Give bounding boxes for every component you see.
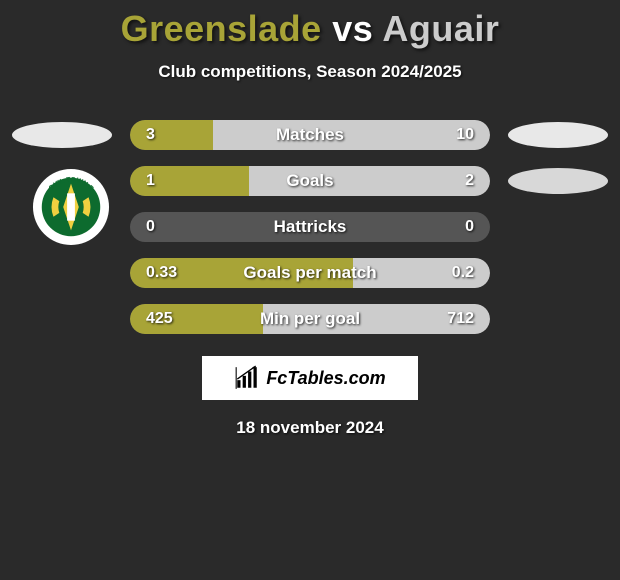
bar-chart-icon <box>234 365 260 391</box>
subtitle: Club competitions, Season 2024/2025 <box>0 62 620 82</box>
brand-text: FcTables.com <box>266 368 385 389</box>
player1-club-logo: OVIL TOWN F <box>32 168 110 246</box>
player2-badge-ellipse <box>508 122 608 148</box>
stat-label: Matches <box>130 120 490 150</box>
stat-value-right: 10 <box>456 120 474 150</box>
stat-label: Goals per match <box>130 258 490 288</box>
title-vs: vs <box>332 8 373 49</box>
player1-badge-ellipse <box>12 122 112 148</box>
stat-label: Min per goal <box>130 304 490 334</box>
stat-value-right: 0 <box>465 212 474 242</box>
date-text: 18 november 2024 <box>0 418 620 438</box>
stat-value-right: 712 <box>447 304 474 334</box>
stat-row-goals-per-match: 0.33 Goals per match 0.2 <box>0 258 620 288</box>
stat-label: Goals <box>130 166 490 196</box>
page-title: Greenslade vs Aguair <box>0 8 620 50</box>
title-player1: Greenslade <box>121 8 322 49</box>
stat-label: Hattricks <box>130 212 490 242</box>
stats-block: 3 Matches 10 1 Goals 2 0 Hattricks 0 <box>0 120 620 334</box>
stat-row-matches: 3 Matches 10 <box>0 120 620 150</box>
stat-row-min-per-goal: 425 Min per goal 712 <box>0 304 620 334</box>
title-player2: Aguair <box>382 8 499 49</box>
stat-value-right: 0.2 <box>452 258 474 288</box>
player2-badge-ellipse <box>508 168 608 194</box>
stat-value-right: 2 <box>465 166 474 196</box>
brand-badge[interactable]: FcTables.com <box>202 356 418 400</box>
